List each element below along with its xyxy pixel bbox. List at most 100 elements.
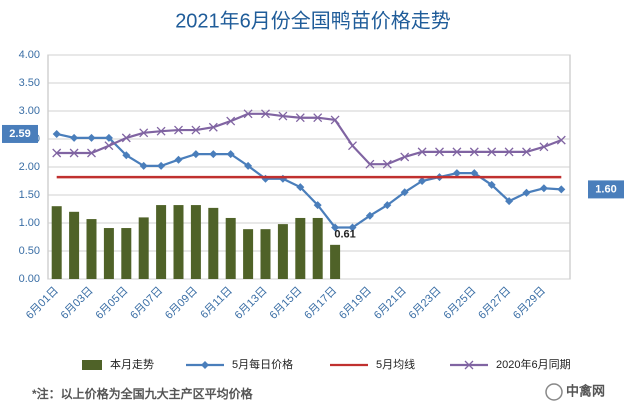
marker (191, 125, 201, 135)
marker (174, 155, 183, 164)
marker (104, 141, 114, 151)
marker (69, 148, 79, 158)
y-tick-label: 1.00 (19, 217, 40, 229)
bar (103, 228, 114, 279)
bar (295, 217, 306, 279)
marker (556, 135, 566, 145)
marker (470, 169, 479, 178)
data-label: 1.60 (595, 183, 616, 195)
legend-label: 5月每日价格 (232, 357, 293, 371)
marker (539, 184, 548, 193)
marker (522, 188, 531, 197)
marker (382, 159, 392, 169)
marker (348, 223, 357, 232)
marker (452, 147, 462, 157)
marker (139, 161, 148, 170)
line (56, 132, 562, 229)
marker (201, 361, 209, 369)
note: *注：以上价格为全国九大主产区平均价格 (32, 386, 254, 401)
bar (51, 206, 62, 279)
marker (278, 111, 288, 121)
y-tick-label: 0.50 (19, 245, 40, 257)
marker (261, 109, 270, 119)
y-tick-label: 2.00 (19, 161, 40, 173)
marker (487, 180, 496, 189)
marker (400, 152, 410, 162)
marker (452, 169, 461, 178)
y-tick-label: 0.00 (19, 273, 40, 285)
marker (365, 211, 374, 220)
y-tick-label: 1.50 (19, 189, 40, 201)
marker (400, 188, 409, 197)
bar (86, 219, 97, 279)
bar (330, 244, 341, 279)
marker (87, 133, 96, 142)
bar (225, 217, 236, 279)
y-tick-label: 4.00 (19, 49, 40, 61)
marker (417, 147, 427, 157)
data-label: 2.59 (9, 128, 30, 140)
marker (487, 147, 497, 157)
data-label: 0.61 (334, 229, 355, 241)
bar (243, 229, 254, 279)
marker (139, 128, 149, 138)
chart-title: 2021年6月份全国鸭苗价格走势 (175, 9, 451, 32)
y-tick-label: 3.00 (19, 105, 40, 117)
marker (313, 201, 322, 210)
marker (208, 122, 218, 132)
marker (557, 185, 566, 194)
marker (331, 223, 340, 232)
bar (156, 205, 167, 279)
marker (121, 133, 131, 143)
marker (522, 147, 531, 157)
marker (174, 125, 183, 135)
marker (243, 109, 253, 119)
bar (260, 229, 271, 279)
data-label-box (588, 180, 624, 199)
marker (505, 197, 514, 206)
marker (383, 201, 392, 210)
marker (539, 142, 549, 152)
marker (469, 147, 479, 157)
marker (296, 183, 305, 192)
line (56, 112, 562, 166)
logo-icon (545, 383, 563, 401)
bar (121, 228, 132, 279)
bar (312, 217, 323, 279)
legend-label: 5月均线 (376, 357, 415, 371)
marker (226, 150, 235, 159)
marker (464, 360, 474, 370)
marker (191, 150, 200, 159)
bar (190, 205, 201, 279)
legend-swatch (82, 360, 102, 370)
marker (244, 161, 253, 170)
marker (418, 177, 427, 185)
bar (69, 211, 80, 279)
marker (209, 150, 218, 159)
marker (365, 159, 375, 169)
marker (295, 113, 305, 123)
marker (157, 161, 166, 170)
marker (226, 116, 236, 126)
data-label-box (2, 124, 38, 143)
marker (52, 148, 62, 158)
bar (138, 217, 149, 279)
bar (208, 207, 219, 279)
bar (173, 205, 184, 279)
marker (156, 126, 166, 136)
marker (313, 113, 323, 123)
marker (70, 133, 79, 142)
marker (348, 141, 357, 151)
marker (104, 133, 113, 142)
marker (87, 148, 96, 158)
legend-label: 2020年6月同期 (496, 357, 571, 371)
legend-label: 本月走势 (110, 357, 154, 371)
y-tick-label: 3.50 (19, 77, 40, 89)
logo: 中禽网 (566, 383, 605, 398)
marker (504, 147, 514, 157)
marker (52, 129, 61, 138)
marker (435, 147, 444, 157)
marker (122, 151, 131, 160)
marker (330, 115, 340, 125)
